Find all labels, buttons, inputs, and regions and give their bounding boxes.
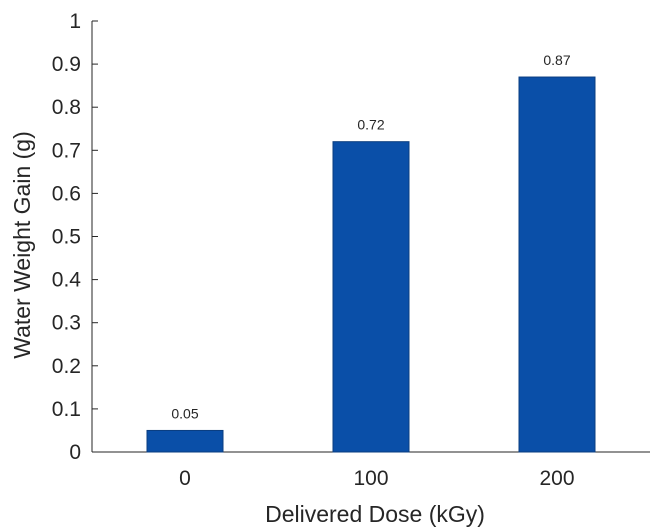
x-tick-label: 100 [353, 467, 388, 490]
bar-100 [332, 141, 410, 453]
y-tick-label: 0 [69, 441, 81, 464]
y-tick-label: 0.4 [52, 269, 82, 292]
data-label: 0.72 [357, 117, 384, 133]
data-labels: 0.05 0.72 0.87 [171, 52, 570, 421]
y-tick-label: 0.9 [52, 53, 81, 76]
y-tick-label: 0.2 [52, 355, 81, 378]
y-tick-label: 0.3 [52, 312, 81, 335]
y-tick-label: 0.1 [52, 398, 81, 421]
data-label: 0.05 [171, 405, 198, 421]
y-tick-label: 0.5 [52, 226, 81, 249]
y-axis-label: Water Weight Gain (g) [9, 131, 35, 359]
y-tick-label: 0.8 [52, 96, 81, 119]
x-tick-label: 0 [179, 467, 191, 490]
y-tick-label: 1 [69, 10, 81, 33]
x-tick-label: 200 [539, 467, 574, 490]
x-axis-label: Delivered Dose (kGy) [265, 501, 485, 527]
bar-200 [518, 76, 596, 453]
bars [146, 76, 596, 453]
y-tick-label: 0.6 [52, 182, 81, 205]
y-tick-label: 0.7 [52, 139, 81, 162]
bar-0 [146, 429, 224, 453]
y-axis: 0 0.1 0.2 0.3 0.4 0.5 0.6 0.7 0.8 0.9 1 [52, 10, 98, 464]
x-axis: 0 100 200 [92, 446, 650, 490]
data-label: 0.87 [543, 52, 570, 68]
